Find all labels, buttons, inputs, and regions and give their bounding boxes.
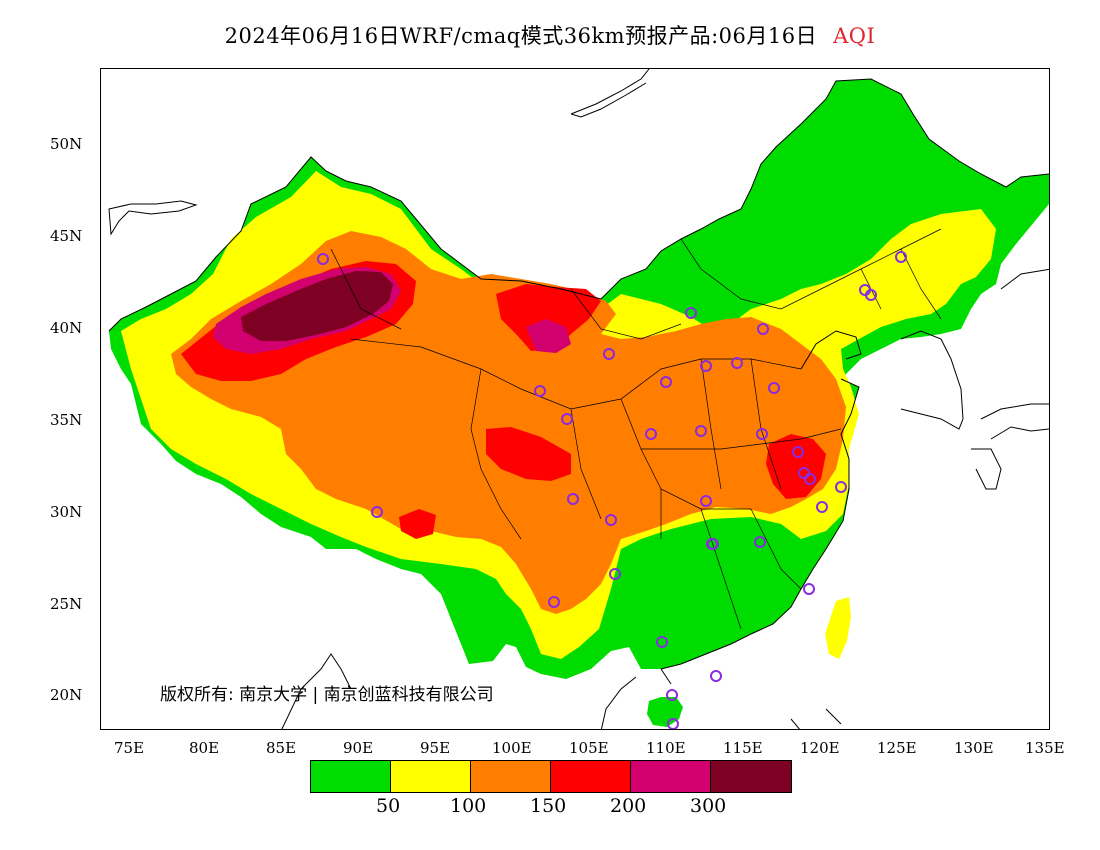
aqi-zone-unhealthy-sichuan xyxy=(486,427,571,481)
station-marker-icon xyxy=(666,689,678,701)
legend-label-100: 100 xyxy=(450,795,487,817)
x-tick-100e: 100E xyxy=(492,739,532,757)
y-tick-35n: 35N xyxy=(50,411,83,429)
station-marker-icon xyxy=(656,636,668,648)
x-tick-95e: 95E xyxy=(420,739,451,757)
y-tick-50n: 50N xyxy=(50,135,83,153)
lake-balkhash-outline xyxy=(108,200,198,236)
x-tick-85e: 85E xyxy=(266,739,297,757)
map-title: 2024年06月16日WRF/cmaq模式36km预报产品:06月16日 AQI xyxy=(0,20,1100,50)
x-tick-120e: 120E xyxy=(800,739,840,757)
x-tick-110e: 110E xyxy=(646,739,686,757)
station-marker-icon xyxy=(757,323,769,335)
station-marker-icon xyxy=(609,568,621,580)
station-marker-icon xyxy=(710,670,722,682)
legend-swatch-sensitive xyxy=(471,761,551,792)
station-marker-icon xyxy=(534,385,546,397)
title-main: 2024年06月16日WRF/cmaq模式36km预报产品:06月16日 xyxy=(224,24,818,48)
station-marker-icon xyxy=(667,718,679,729)
x-tick-75e: 75E xyxy=(114,739,145,757)
station-marker-icon xyxy=(754,536,766,548)
aqi-zone-hazardous-taklimakan xyxy=(241,271,393,341)
x-tick-115e: 115E xyxy=(723,739,763,757)
korea-japan-coast xyxy=(900,268,1049,490)
station-marker-icon xyxy=(317,253,329,265)
station-marker-icon xyxy=(792,446,804,458)
legend-label-300: 300 xyxy=(690,795,727,817)
southeast-asia-coast xyxy=(281,653,842,729)
station-marker-icon xyxy=(561,413,573,425)
legend-label-200: 200 xyxy=(610,795,647,817)
aqi-legend-bar xyxy=(310,760,792,793)
y-tick-25n: 25N xyxy=(50,595,83,613)
aqi-map xyxy=(108,69,1049,729)
country-border xyxy=(108,78,1049,332)
station-marker-icon xyxy=(660,376,672,388)
station-marker-icon xyxy=(371,506,383,518)
x-tick-105e: 105E xyxy=(569,739,609,757)
x-tick-135e: 135E xyxy=(1025,739,1065,757)
station-marker-icon xyxy=(645,428,657,440)
legend-swatch-hazardous xyxy=(711,761,791,792)
bohai-coast xyxy=(800,330,862,370)
station-marker-icon xyxy=(865,289,877,301)
copyright-notice: 版权所有: 南京大学 | 南京创蓝科技有限公司 xyxy=(160,685,494,705)
y-tick-45n: 45N xyxy=(50,227,83,245)
station-marker-icon xyxy=(816,501,828,513)
aqi-zone-unhealthy-inner-mongolia xyxy=(496,284,601,351)
x-tick-125e: 125E xyxy=(877,739,917,757)
y-tick-20n: 20N xyxy=(50,686,83,704)
y-tick-40n: 40N xyxy=(50,319,83,337)
x-tick-90e: 90E xyxy=(343,739,374,757)
station-marker-icon xyxy=(768,382,780,394)
title-variable: AQI xyxy=(833,24,876,48)
station-marker-icon xyxy=(895,251,907,263)
station-marker-icon xyxy=(548,596,560,608)
station-marker-icon xyxy=(707,538,719,550)
legend-label-50: 50 xyxy=(376,795,401,817)
station-marker-icon xyxy=(685,307,697,319)
y-tick-30n: 30N xyxy=(50,503,83,521)
station-marker-icon xyxy=(695,425,707,437)
coastline xyxy=(660,378,860,670)
neighbor-land-outlines xyxy=(108,69,1049,729)
legend-swatch-unhealthy xyxy=(551,761,631,792)
legend-swatch-very-unhealthy xyxy=(631,761,711,792)
station-marker-icon xyxy=(567,493,579,505)
lake-baikal-outline xyxy=(570,69,650,118)
taiwan-island xyxy=(825,597,851,659)
station-marker-icon xyxy=(835,481,847,493)
station-marker-icon xyxy=(603,348,615,360)
station-marker-icon xyxy=(731,357,743,369)
station-marker-icon xyxy=(605,514,617,526)
station-markers xyxy=(317,251,907,729)
aqi-zone-very-unhealthy-alxa xyxy=(526,319,571,353)
aqi-zone-unhealthy-tibet xyxy=(399,509,436,539)
station-marker-icon xyxy=(700,360,712,372)
legend-swatch-moderate xyxy=(391,761,471,792)
station-marker-icon xyxy=(756,428,768,440)
aqi-hazardous-zones xyxy=(241,271,393,341)
x-tick-130e: 130E xyxy=(954,739,994,757)
legend-swatch-good xyxy=(311,761,391,792)
station-marker-icon xyxy=(700,495,712,507)
legend-label-150: 150 xyxy=(530,795,567,817)
x-tick-80e: 80E xyxy=(189,739,220,757)
station-marker-icon xyxy=(804,473,816,485)
station-marker-icon xyxy=(798,467,810,479)
station-marker-icon xyxy=(803,583,815,595)
aqi-zone-unhealthy-yangtze xyxy=(766,434,826,499)
map-panel xyxy=(100,68,1050,730)
